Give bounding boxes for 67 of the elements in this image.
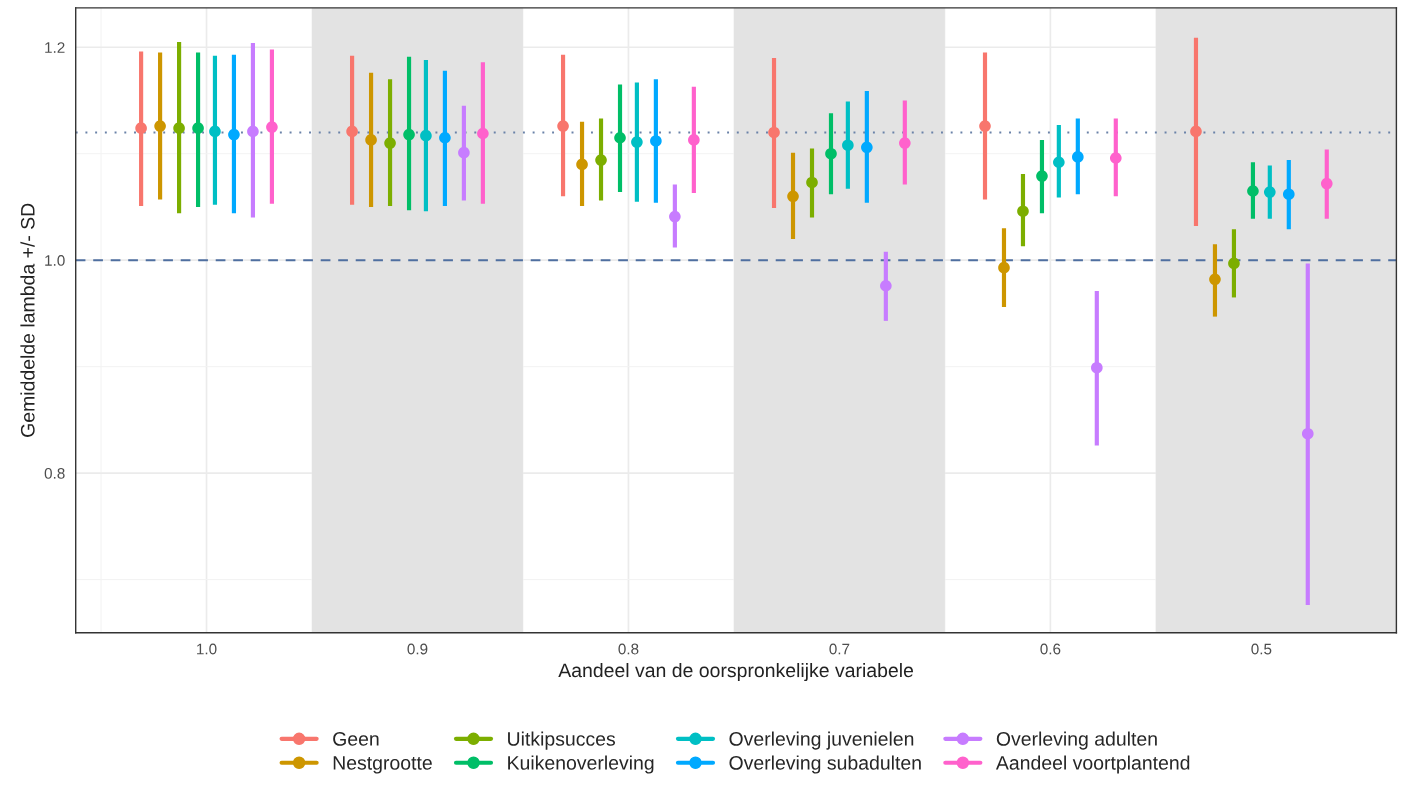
point xyxy=(806,176,818,189)
point xyxy=(403,128,415,141)
point xyxy=(688,134,700,146)
point xyxy=(439,131,451,144)
point xyxy=(365,134,377,146)
point xyxy=(1228,257,1240,270)
point xyxy=(842,139,854,152)
point xyxy=(650,135,662,147)
point xyxy=(346,125,358,138)
point xyxy=(631,136,643,148)
legend-label: Nestgrootte xyxy=(333,756,432,774)
y-tick-label: 0.8 xyxy=(44,467,65,479)
x-tick-label: 0.7 xyxy=(829,643,850,655)
point xyxy=(998,261,1010,274)
point xyxy=(1282,188,1295,200)
point xyxy=(154,120,166,132)
point xyxy=(557,120,569,132)
point xyxy=(861,141,873,154)
x-tick-label: 0.6 xyxy=(1040,643,1061,655)
point xyxy=(787,190,799,203)
point xyxy=(1301,427,1314,440)
point xyxy=(247,125,259,138)
x-tick-label: 1.0 xyxy=(197,643,217,655)
point xyxy=(228,128,240,141)
point xyxy=(1053,156,1065,169)
point xyxy=(1320,177,1333,190)
legend-label: Geen xyxy=(333,732,379,746)
point xyxy=(669,210,681,223)
x-tick-label: 0.9 xyxy=(407,643,428,655)
point xyxy=(458,146,470,159)
point xyxy=(1072,151,1084,163)
point xyxy=(1190,125,1202,138)
x-tick-label: 0.8 xyxy=(618,643,639,655)
point xyxy=(768,126,780,139)
legend-label: Uitkipsucces xyxy=(508,731,616,750)
legend-label: Overleving adulten xyxy=(996,731,1157,750)
point xyxy=(1264,186,1276,198)
point xyxy=(979,120,991,132)
point xyxy=(1091,361,1103,374)
point xyxy=(192,122,204,134)
point xyxy=(266,121,278,133)
point xyxy=(595,154,607,166)
point xyxy=(420,129,432,142)
y-tick-label: 1.0 xyxy=(45,255,65,266)
x-axis-title: Aandeel van de oorspronkelijke variabele xyxy=(558,662,914,682)
y-axis-title: Gemiddelde lambda +/- SD xyxy=(20,203,35,437)
point xyxy=(880,279,892,292)
point xyxy=(477,127,489,140)
legend-label: Kuikenoverleving xyxy=(508,755,654,774)
point xyxy=(1017,205,1029,218)
point xyxy=(825,147,837,160)
legend-label: Overleving juvenielen xyxy=(729,731,914,750)
legend-label: Overleving subadulten xyxy=(729,755,921,774)
legend-label: Aandeel voortplantend xyxy=(995,755,1190,774)
point xyxy=(1209,273,1221,286)
point xyxy=(1247,185,1259,197)
point xyxy=(614,131,626,144)
point xyxy=(384,137,396,149)
y-tick-label: 1.2 xyxy=(45,42,65,53)
point xyxy=(1109,152,1122,164)
point xyxy=(1036,170,1048,182)
x-tick-label: 0.5 xyxy=(1251,643,1272,655)
point xyxy=(899,137,911,149)
point xyxy=(173,122,185,134)
point xyxy=(576,158,588,171)
point xyxy=(209,125,221,138)
point xyxy=(135,122,147,134)
